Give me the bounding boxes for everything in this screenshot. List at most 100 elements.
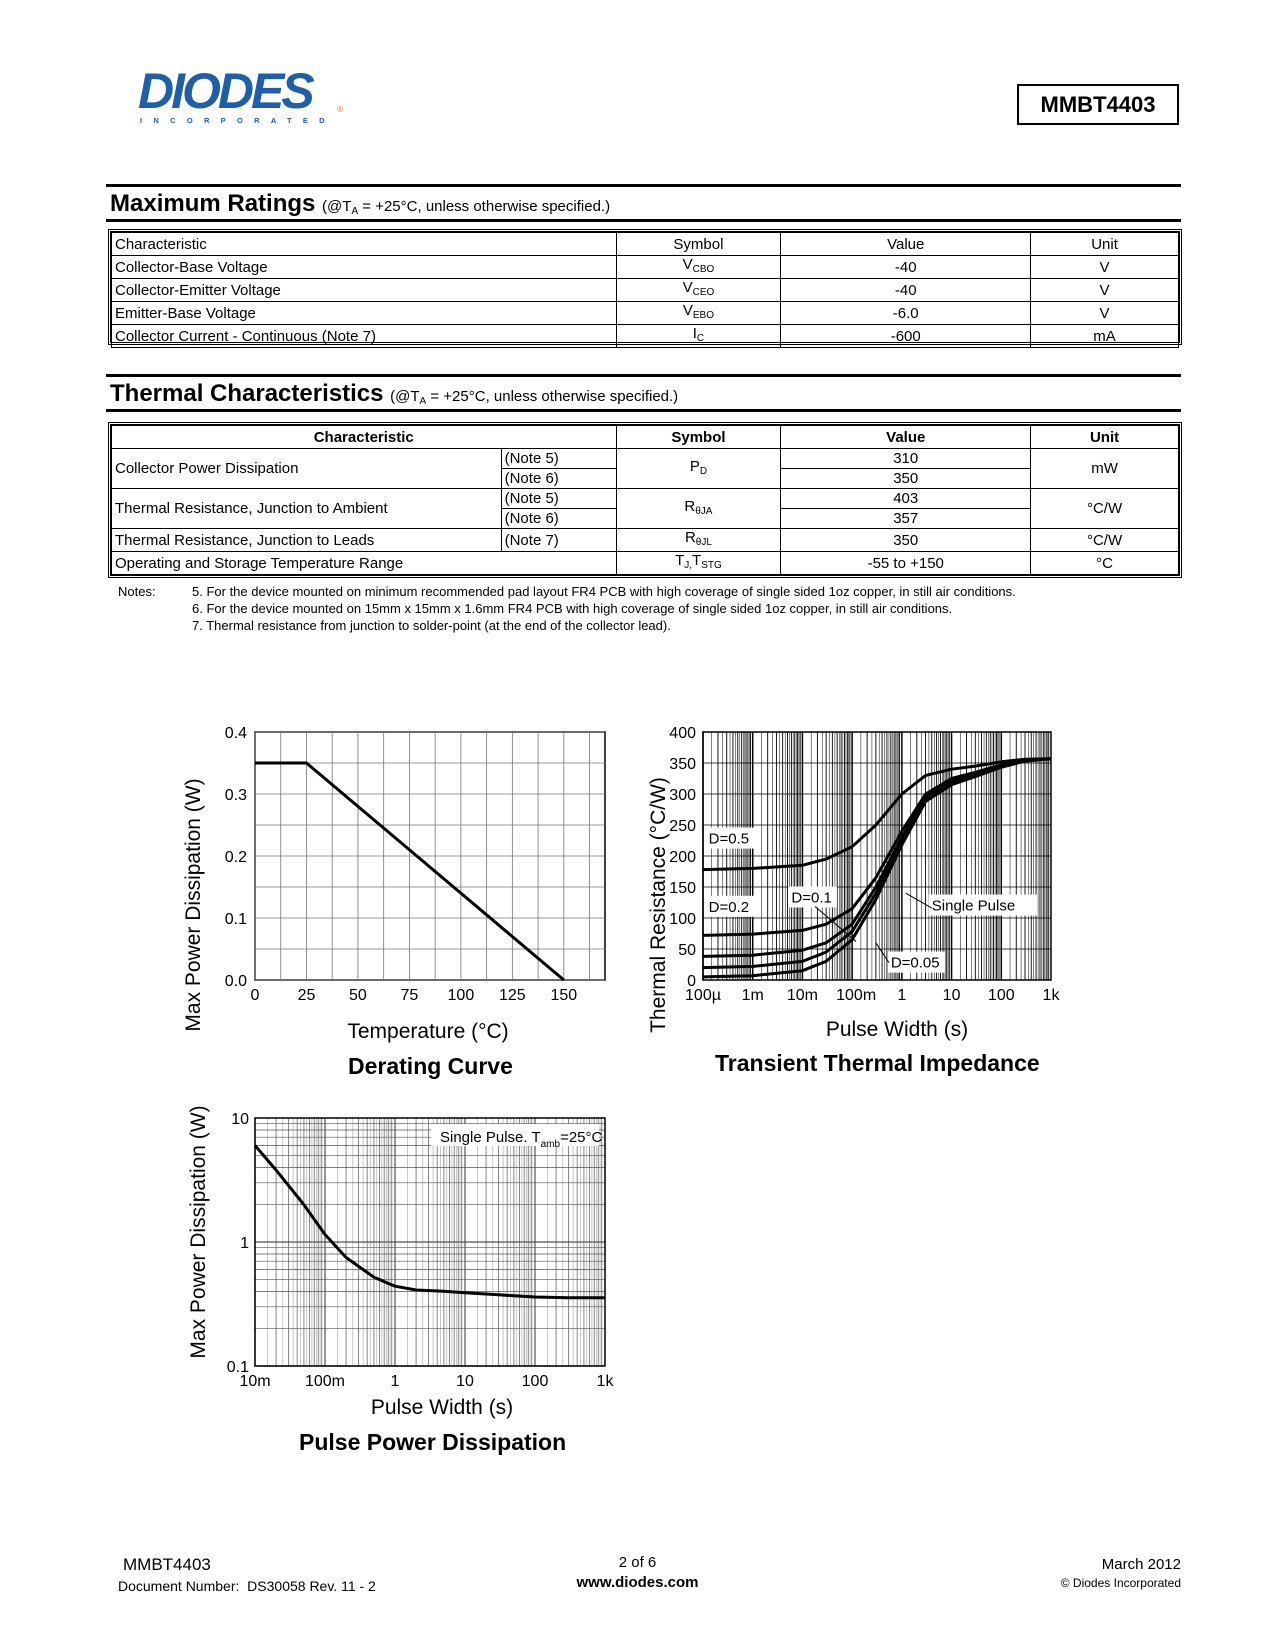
thermal-condition: (@TA = +25°C, unless otherwise specified… (390, 388, 679, 407)
x-tick-label: 100µ (685, 987, 721, 1004)
y-tick-label: 0.3 (225, 787, 247, 804)
derating-curve-title: Derating Curve (348, 1053, 513, 1079)
annotation-background (431, 1124, 599, 1146)
note-5: 5. For the device mounted on minimum rec… (192, 584, 1016, 599)
table-row: (Note 6) 357 (112, 508, 1179, 529)
max-ratings-condition: (@TA = +25°C, unless otherwise specified… (322, 198, 611, 217)
diodes-logo: DIODES INCORPORATED ® (138, 66, 343, 125)
col-header-unit: Unit (1030, 232, 1179, 256)
table-header-row: Characteristic Symbol Value Unit (111, 232, 1179, 256)
x-tick-label: 1k (597, 1373, 615, 1390)
y-tick-label: 0.1 (227, 1359, 249, 1376)
chart-series (702, 757, 1052, 979)
y-tick-label: 0.4 (225, 725, 247, 742)
annotation-label: D=0.05 (891, 955, 940, 972)
footer-copyright: © Diodes Incorporated (1060, 1576, 1181, 1590)
leader-line (905, 892, 933, 909)
annotation-box (887, 951, 945, 973)
part-number: MMBT4403 (1040, 91, 1156, 117)
x-tick-label: 1k (1043, 987, 1061, 1004)
y-tick-label: 50 (678, 942, 696, 959)
annotation-label: D=0.1 (791, 890, 831, 907)
note-6: 6. For the device mounted on 15mm x 15mm… (192, 601, 953, 616)
x-axis-label: Temperature (°C) (347, 1020, 508, 1043)
y-tick-label: 0 (687, 973, 696, 990)
x-tick-label: 150 (550, 987, 577, 1004)
table-row: Emitter-Base Voltage VEBO -6.0 V (111, 301, 1179, 325)
annotation-box (705, 895, 755, 917)
part-number-box: MMBT4403 (1017, 84, 1179, 125)
x-tick-label: 10 (456, 1373, 474, 1390)
footer-website[interactable]: www.diodes.com (576, 1574, 699, 1591)
col-header-characteristic: Characteristic (111, 232, 617, 256)
col-header-symbol: Symbol (615, 232, 782, 256)
max-ratings-heading: Maximum Ratings (@TA = +25°C, unless oth… (110, 190, 610, 218)
thermal-heading: Thermal Characteristics (@TA = +25°C, un… (110, 380, 678, 408)
x-tick-label: 1 (897, 987, 906, 1004)
y-tick-label: 200 (669, 849, 696, 866)
table-row: Thermal Resistance, Junction to Leads (N… (111, 528, 1179, 552)
transient-thermal-chart: 100µ 1m 10m 100m 1 10 100 1k 0 50 100 150 200 250 300 3… (647, 725, 1060, 1041)
note-7: 7. Thermal resistance from junction to s… (192, 618, 671, 633)
annotation-box (928, 894, 1037, 916)
logo-subtext: INCORPORATED (140, 116, 336, 125)
logo-text: DIODES (138, 66, 314, 119)
col-header-value: Value (780, 232, 1032, 256)
col-header-symbol: Symbol (615, 425, 782, 449)
x-tick-label: 100 (988, 987, 1015, 1004)
y-tick-label: 0.0 (225, 973, 247, 990)
max-ratings-top-rule (106, 184, 1181, 187)
transient-thermal-title: Transient Thermal Impedance (715, 1050, 1040, 1076)
y-tick-label: 350 (669, 756, 696, 773)
x-tick-label: 10 (943, 987, 961, 1004)
annotation-label: Single Pulse (932, 898, 1015, 915)
y-axis-label: Max Power Dissipation (W) (182, 778, 205, 1031)
y-axis-label: Max Power Dissipation (W) (187, 1105, 210, 1358)
y-tick-label: 300 (669, 787, 696, 804)
chart-series (253, 1144, 605, 1300)
y-tick-label: 100 (669, 911, 696, 928)
table-header-row: Characteristic Symbol Value Unit (111, 425, 1179, 449)
pulse-power-title: Pulse Power Dissipation (299, 1429, 567, 1455)
table-row: Thermal Resistance, Junction to Ambient … (111, 488, 1179, 529)
x-tick-label: 125 (499, 987, 526, 1004)
y-tick-label: 0.2 (225, 849, 247, 866)
series-line-single-pulse (702, 757, 1052, 979)
footer-part: MMBT4403 (123, 1555, 211, 1574)
annotation-label: D=0.2 (709, 899, 749, 916)
series-line (253, 1144, 605, 1300)
x-tick-label: 100m (305, 1373, 345, 1390)
thermal-top-rule (106, 374, 1181, 377)
col-header-characteristic: Characteristic (111, 425, 617, 449)
chart-series (255, 761, 565, 982)
max-ratings-table: Characteristic Symbol Value Unit Collect… (111, 232, 1179, 348)
table-row: Collector-Base Voltage VCBO -40 V (111, 255, 1179, 279)
footer-date: March 2012 (1101, 1556, 1181, 1573)
y-tick-label: 250 (669, 818, 696, 835)
annotation-label: D=0.5 (709, 831, 749, 848)
x-axis-label: Pulse Width (s) (371, 1396, 513, 1419)
series-line (255, 761, 565, 982)
chart-tick-labels: 100µ 1m 10m 100m 1 10 100 1k 0 50 100 150 200 250 300 3… (669, 725, 1060, 1004)
registered-mark: ® (337, 105, 343, 114)
table-row: Collector Power Dissipation (Note 5) PD … (111, 448, 1179, 489)
x-tick-label: 50 (349, 987, 367, 1004)
x-tick-label: 100 (522, 1373, 549, 1390)
thermal-table: Characteristic Symbol Value Unit Collect… (111, 425, 1179, 575)
table-row: Collector Current - Continuous (Note 7) … (111, 324, 1179, 348)
thermal-frame (108, 422, 1182, 578)
table-row: Operating and Storage Temperature Range … (111, 551, 1179, 575)
x-tick-label: 1m (742, 987, 764, 1004)
col-header-value: Value (780, 425, 1032, 449)
y-tick-label: 400 (669, 725, 696, 742)
y-tick-label: 150 (669, 880, 696, 897)
x-tick-label: 0 (251, 987, 260, 1004)
chart-tick-labels: 10m 100m 1 10 100 1k 0.1 1 10 (227, 1111, 615, 1390)
leader-line (814, 906, 857, 942)
plot-frame (254, 1117, 606, 1367)
series-line-d-0-5 (702, 757, 1052, 872)
x-tick-label: 1 (391, 1373, 400, 1390)
table-row: Collector-Emitter Voltage VCEO -40 V (111, 278, 1179, 302)
x-tick-label: 75 (401, 987, 419, 1004)
x-tick-label: 10m (239, 1373, 270, 1390)
